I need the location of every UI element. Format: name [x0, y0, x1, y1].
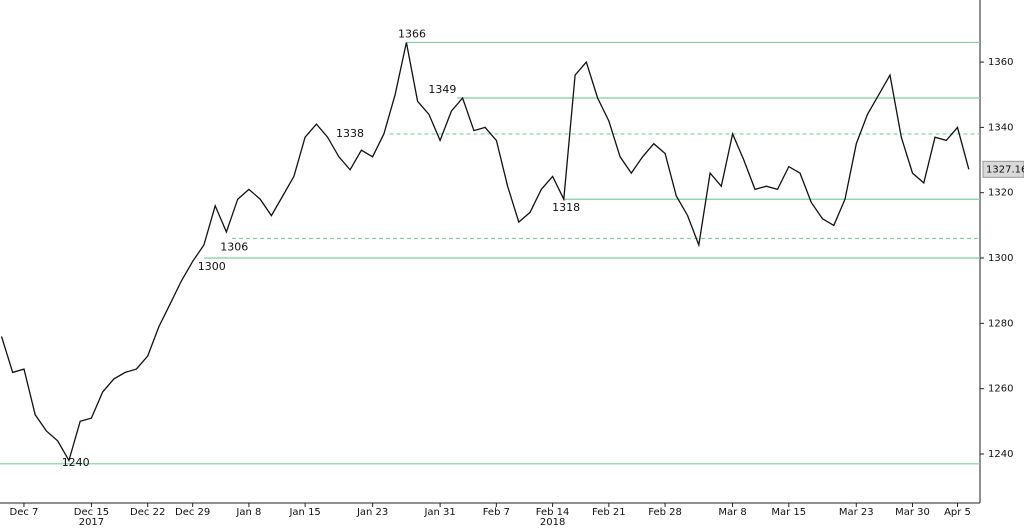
x-tick-label: Jan 23 [356, 507, 388, 518]
x-tick-label: Dec 29 [175, 507, 210, 518]
x-tick-label: Feb 21 [592, 507, 626, 518]
x-tick-label: Dec 22 [130, 507, 165, 518]
y-tick-label: 1360 [988, 57, 1013, 68]
x-tick-label: Mar 8 [718, 507, 746, 518]
x-tick-label: Feb 14 [536, 507, 570, 518]
last-value-label: 1327.16 [986, 164, 1024, 175]
x-tick-label: Feb 7 [483, 507, 510, 518]
annotation: 1306 [220, 240, 248, 253]
x-tick-label: Jan 31 [423, 507, 455, 518]
x-tick-label: Jan 8 [235, 507, 261, 518]
x-tick-label: Apr 5 [944, 507, 971, 518]
annotation: 1349 [428, 83, 456, 96]
y-tick-label: 1260 [988, 384, 1013, 395]
y-tick-label: 1240 [988, 449, 1013, 460]
x-tick-label: Dec 7 [10, 507, 39, 518]
x-tick-label: Dec 15 [74, 507, 109, 518]
annotation: 1366 [398, 27, 426, 40]
x-tick-label: Mar 15 [771, 507, 806, 518]
x-tick-label: Mar 23 [839, 507, 874, 518]
y-tick-label: 1320 [988, 188, 1013, 199]
annotation: 1338 [336, 127, 364, 140]
annotation: 1300 [198, 260, 226, 273]
year-label: 2018 [540, 517, 565, 528]
price-line [0, 42, 970, 463]
y-tick-label: 1300 [988, 253, 1013, 264]
x-tick-label: Mar 30 [895, 507, 930, 518]
last-value-box [982, 160, 1024, 178]
y-tick-label: 1280 [988, 318, 1013, 329]
year-label: 2017 [79, 517, 104, 528]
annotation: 1240 [62, 456, 90, 469]
annotation: 1318 [552, 201, 580, 214]
x-tick-label: Feb 28 [648, 507, 682, 518]
y-tick-label: 1340 [988, 122, 1013, 133]
x-tick-label: Jan 15 [288, 507, 320, 518]
